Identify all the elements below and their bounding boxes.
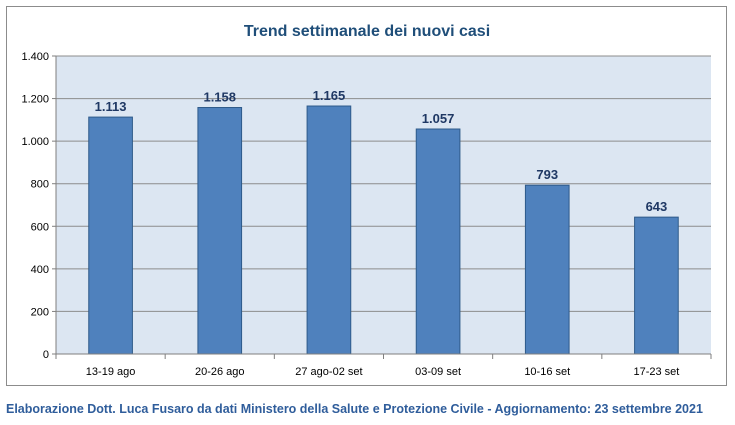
bar-chart: Trend settimanale dei nuovi casi 0 200 400…	[21, 23, 712, 378]
bar	[88, 116, 133, 355]
x-tick-label: 03-09 set	[415, 366, 461, 378]
bar	[524, 184, 570, 355]
source-caption: Elaborazione Dott. Luca Fusaro da dati M…	[6, 402, 703, 416]
value-label: 1.113	[95, 99, 127, 114]
value-label: 1.057	[422, 111, 455, 126]
x-tick-label: 27 ago-02 set	[295, 366, 362, 378]
x-axis-ticks: 13-19 ago 20-26 ago 27 ago-02 set 03-09 set…	[55, 354, 712, 378]
plot-area	[56, 56, 711, 354]
bars	[88, 105, 679, 355]
value-labels: 1.113 1.158 1.165 1.057 793 643	[95, 88, 668, 214]
y-axis-ticks: 0 200 400 600 800 1.000 1.200 1.400	[21, 51, 56, 361]
y-tick-label: 600	[31, 221, 49, 233]
y-tick-label: 1.200	[21, 94, 49, 106]
value-label: 793	[536, 167, 558, 182]
bar	[197, 107, 243, 355]
x-tick-label: 10-16 set	[524, 366, 570, 378]
x-tick-label: 17-23 set	[633, 366, 679, 378]
y-tick-label: 1.000	[21, 136, 49, 148]
gridlines	[56, 55, 711, 312]
value-label: 1.158	[203, 90, 236, 105]
bar	[306, 105, 352, 355]
x-tick-label: 20-26 ago	[195, 366, 245, 378]
value-label: 1.165	[313, 88, 346, 103]
y-tick-label: 1.400	[21, 51, 49, 63]
chart-title: Trend settimanale dei nuovi casi	[244, 23, 490, 40]
chart-container: Trend settimanale dei nuovi casi 0 200 400…	[6, 6, 727, 386]
y-tick-label: 400	[31, 264, 49, 276]
value-label: 643	[646, 199, 668, 214]
bar	[634, 216, 679, 355]
x-tick-label: 13-19 ago	[86, 366, 136, 378]
y-tick-label: 800	[31, 179, 49, 191]
y-tick-label: 200	[31, 306, 49, 318]
bar	[415, 128, 461, 355]
y-tick-label: 0	[43, 349, 49, 361]
